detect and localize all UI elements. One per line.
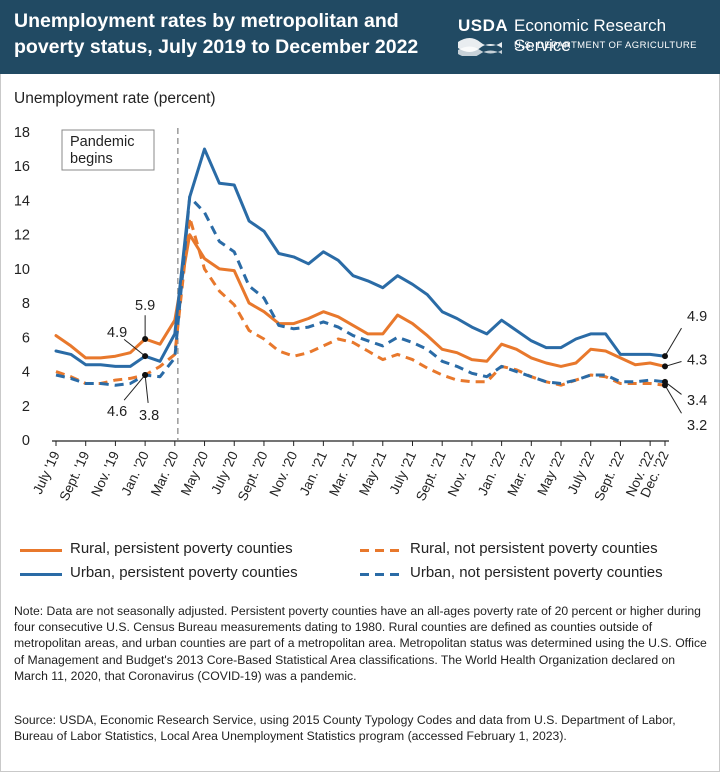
annotation-value-label: 5.9 [135, 298, 155, 314]
usda-logo-text: USDA [458, 16, 509, 35]
annotation-marker [142, 336, 149, 343]
legend-label: Urban, persistent poverty counties [70, 564, 298, 581]
legend-swatch [360, 549, 402, 552]
annotation-marker [142, 353, 149, 360]
annotation-marker [662, 353, 668, 360]
x-tick-label: Jan. '22 [475, 449, 508, 498]
annotation-leader-line [144, 374, 149, 404]
annotation-marker [662, 382, 668, 389]
chart-title: Unemployment rates by metropolitan and p… [14, 10, 419, 58]
pandemic-label-text: Pandemic [70, 134, 134, 150]
annotation-value-label: 4.3 [687, 352, 707, 368]
annotation-value-label: 4.6 [107, 404, 127, 420]
x-tick-label: Jan. '21 [297, 449, 330, 498]
chart-legend: Rural, persistent poverty counties Rural… [20, 540, 710, 586]
series-line-1 [55, 216, 666, 387]
usda-logo-icon [458, 38, 502, 56]
x-tick-label: July '20 [208, 449, 241, 496]
annotation-value-label: 4.9 [687, 309, 707, 325]
annotation-value-label: 4.9 [107, 325, 127, 341]
legend-swatch [20, 573, 62, 576]
legend-label: Rural, persistent poverty counties [70, 540, 293, 557]
agency-name: Economic Research Service [514, 16, 667, 55]
x-tick-label: July '21 [386, 449, 419, 496]
legend-label: Rural, not persistent poverty counties [410, 540, 658, 557]
legend-label: Urban, not persistent poverty counties [410, 564, 663, 581]
department-name: U.S. DEPARTMENT OF AGRICULTURE [514, 40, 697, 51]
annotation-value-label: 3.2 [687, 418, 707, 434]
annotation-leader-line [123, 374, 146, 401]
annotation-value-label: 3.8 [139, 408, 159, 424]
header-banner: Unemployment rates by metropolitan and p… [0, 0, 720, 74]
pandemic-label-box [61, 129, 155, 171]
x-tick-label: Nov. '19 [88, 449, 122, 499]
y-tick-label: 12 [14, 228, 30, 244]
pandemic-label-text: begins [70, 151, 113, 167]
chart-source: Source: USDA, Economic Research Service,… [14, 713, 676, 744]
legend-swatch [360, 573, 402, 576]
annotation-leader-line [664, 384, 682, 414]
x-tick-label: July '22 [565, 449, 598, 496]
y-tick-label: 6 [22, 330, 30, 346]
series-line-3 [55, 195, 666, 387]
y-axis-label: Unemployment rate (percent) [14, 90, 216, 107]
x-tick-label: Mar. '20 [148, 449, 182, 498]
x-tick-label: Nov. '20 [266, 449, 300, 499]
annotation-value-label: 3.4 [687, 393, 707, 409]
x-tick-label: Nov. '21 [445, 449, 479, 499]
annotation-marker [662, 363, 668, 370]
annotation-leader-line [664, 327, 682, 357]
legend-swatch [20, 549, 62, 552]
series-group [54, 147, 667, 387]
annotation-leader-line [123, 338, 146, 357]
y-tick-label: 0 [22, 433, 30, 449]
chart-note: Note: Data are not seasonally adjusted. … [14, 604, 707, 683]
x-tick-label: July '19 [30, 449, 63, 496]
y-tick-label: 4 [22, 365, 30, 381]
y-tick-label: 16 [14, 159, 30, 175]
x-tick-label: Jan. '20 [118, 449, 151, 498]
series-line-2 [54, 147, 667, 368]
y-tick-label: 10 [14, 262, 30, 278]
y-tick-label: 14 [14, 193, 30, 209]
series-line-0 [54, 233, 667, 368]
x-tick-label: May '22 [534, 449, 567, 498]
y-tick-label: 18 [14, 125, 30, 141]
x-tick-label: May '21 [356, 449, 389, 498]
y-tick-label: 2 [22, 399, 30, 415]
y-tick-label: 8 [22, 296, 30, 312]
annotation-leader-line [664, 381, 682, 395]
x-tick-label: Mar. '22 [504, 449, 538, 498]
annotation-marker [142, 371, 149, 378]
x-tick-label: Mar. '21 [326, 449, 360, 498]
x-tick-label: May '20 [178, 449, 211, 498]
